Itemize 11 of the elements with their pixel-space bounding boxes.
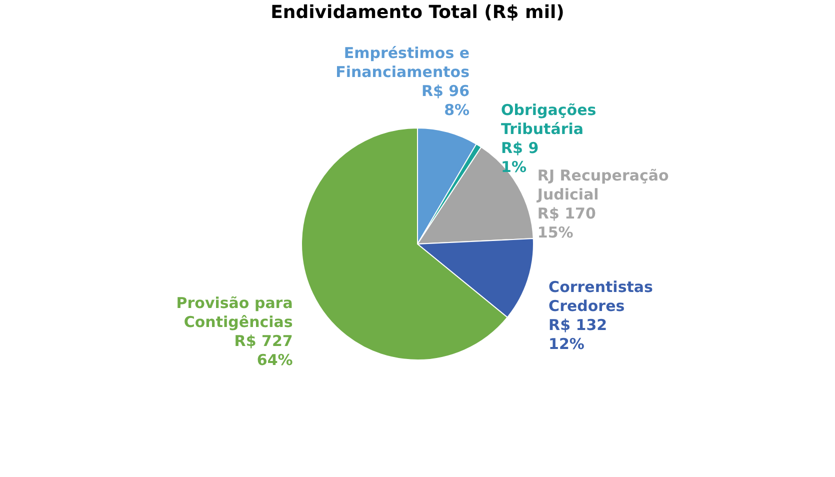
- slice-label: Obrigações Tributária: [501, 100, 596, 138]
- data-label: R$ 96 8%: [421, 82, 470, 119]
- data-label: R$ 132 12%: [548, 316, 608, 354]
- slice-label: Provisão para Contigências: [176, 294, 293, 332]
- slice-label: Empréstimos e Financiamentos: [336, 44, 470, 81]
- data-label: R$ 727 64%: [234, 332, 293, 370]
- data-label: R$ 170 15%: [537, 204, 596, 242]
- data-label: R$ 9 1%: [501, 138, 539, 176]
- slice-label: Correntistas Credores: [548, 278, 654, 316]
- slice-label: RJ Recuperação Judicial: [536, 166, 669, 204]
- chart-title: Endividamento Total (R$ mil): [270, 2, 564, 23]
